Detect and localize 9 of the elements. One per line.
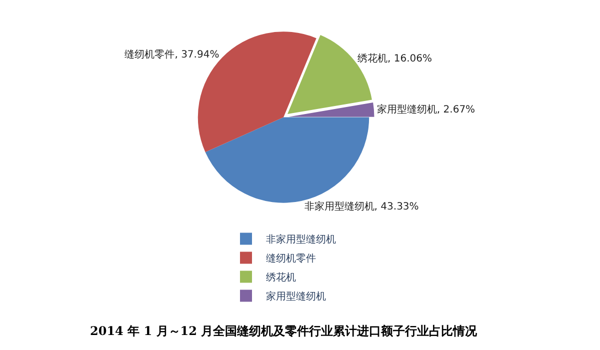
data-label: 缝纫机零件, 37.94% <box>124 48 220 61</box>
data-label: 家用型缝纫机, 2.67% <box>376 104 476 116</box>
data-label: 绣花机, 16.06% <box>358 52 432 64</box>
text: 2014 年 1 月～12 月全国缝纫机及零件行业累计进口额子行业占比情况 <box>90 324 478 338</box>
data-label: 非家用型缝纫机, 43.33% <box>304 200 419 213</box>
legend-label: 非家用型缝纫机 <box>266 234 336 246</box>
legend-label: 绣花机 <box>266 272 296 284</box>
legend-label: 家用型缝纫机 <box>266 290 326 303</box>
legend-label: 缝纫机零件 <box>266 252 316 265</box>
